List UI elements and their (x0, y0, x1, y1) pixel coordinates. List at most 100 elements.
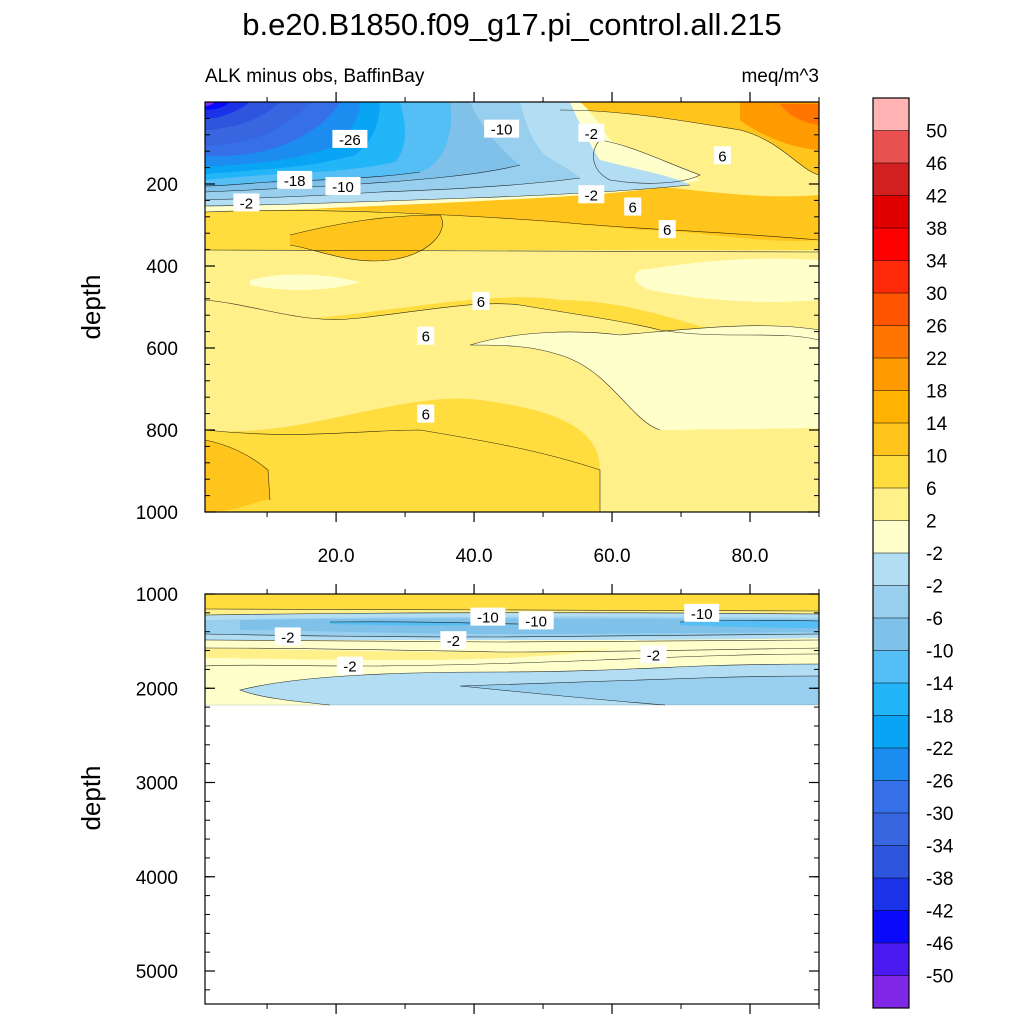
colorbar-label: -38 (926, 869, 953, 890)
colorbar-swatch (873, 715, 909, 749)
contour-label: -2 (647, 647, 660, 664)
contour-label-bg (518, 611, 554, 630)
colorbar-label: 50 (926, 122, 947, 143)
contour-label-bg (417, 326, 435, 345)
colorbar-swatch (873, 195, 909, 229)
colorbar-swatch (873, 618, 909, 651)
colorbar-label: -14 (926, 674, 954, 695)
colorbar-label: -10 (926, 642, 953, 663)
contour-label-bg (484, 119, 520, 138)
colorbar-swatch (873, 488, 909, 521)
contour-label-bg (658, 220, 676, 239)
colorbar-label: 18 (926, 382, 947, 403)
colorbar-swatch (873, 423, 909, 456)
contour-label-bg (417, 404, 435, 423)
colorbar-label: 2 (926, 512, 937, 533)
colorbar-label: -42 (926, 902, 953, 923)
lower-plot-frame (204, 593, 820, 1005)
contour-label-bg (624, 197, 642, 216)
contour-label: -10 (525, 613, 547, 630)
contour-label: -2 (343, 659, 356, 676)
contour-label-bg (274, 627, 301, 646)
contour-label: -10 (491, 122, 513, 139)
chart-subtitle-left: ALK minus obs, BaffinBay (205, 66, 425, 87)
lower-ticks: 1000 2000 3000 4000 5000 (136, 584, 820, 1014)
contour-label: -2 (240, 195, 253, 212)
contour-label: -2 (585, 187, 598, 204)
colorbar-label: 38 (926, 219, 947, 240)
y-tick-label: 3000 (136, 774, 178, 795)
colorbar-swatch (873, 163, 909, 196)
colorbar-label: -30 (926, 804, 953, 825)
colorbar-swatch (873, 260, 909, 294)
colorbar-swatch (873, 130, 909, 164)
colorbar-swatch (873, 325, 909, 359)
y-tick-label: 4000 (136, 868, 178, 889)
contour-label: 6 (422, 407, 430, 424)
colorbar-label: 42 (926, 187, 947, 208)
colorbar-label: -2 (926, 544, 943, 565)
contour-label-bg (640, 645, 667, 664)
y-tick-label: 400 (146, 257, 178, 278)
y-tick-label: 5000 (136, 962, 178, 983)
chart-title: b.e20.B1850.f09_g17.pi_control.all.215 (242, 7, 782, 42)
colorbar-label: -22 (926, 739, 953, 760)
y-tick-label: 200 (146, 175, 178, 196)
x-tick-label: 60.0 (594, 546, 631, 567)
colorbar-swatch (873, 293, 909, 326)
y-tick-label: 2000 (136, 679, 178, 700)
upper-ylabel: depth (76, 274, 106, 339)
contour-label-bg (472, 291, 490, 310)
contour-label: 6 (477, 294, 485, 311)
contour-label-bg (684, 603, 720, 622)
colorbar-swatch (873, 878, 909, 911)
colorbar-swatch (873, 455, 909, 489)
colorbar-swatch (873, 943, 909, 976)
colorbar-label: -34 (926, 837, 954, 858)
colorbar-label: -46 (926, 934, 953, 955)
colorbar-label: -18 (926, 707, 953, 728)
colorbar-label: -50 (926, 967, 953, 988)
upper-ticks: 200 400 600 800 1000 20.0 40.0 60.0 80.0 (136, 92, 820, 567)
contour-label: -2 (585, 126, 598, 143)
x-tick-label: 80.0 (732, 546, 769, 567)
contour-label: -18 (284, 173, 306, 190)
colorbar-label: 30 (926, 284, 947, 305)
contour-label-bg (325, 177, 361, 196)
chart-units: meq/m^3 (741, 66, 819, 87)
contour-label-bg (277, 170, 313, 189)
colorbar-frame (872, 97, 910, 1009)
colorbar-swatch (873, 228, 909, 261)
colorbar-swatch (873, 683, 909, 716)
colorbar-label: -2 (926, 577, 943, 598)
lower-panel: 1000 2000 3000 4000 5000 depth -10 -10 -10 -2 -2… (76, 584, 820, 1014)
colorbar-label: 14 (926, 414, 948, 435)
x-tick-label: 40.0 (456, 546, 493, 567)
colorbar: 50 46 42 38 34 30 26 22 18 14 10 6 2 -2 -2 -6 -10 -14 -18 -… (872, 97, 954, 1009)
colorbar-swatch (873, 748, 909, 781)
upper-panel: 200 400 600 800 1000 20.0 40.0 60.0 80.0 depth -… (76, 92, 820, 567)
colorbar-label: 6 (926, 479, 937, 500)
colorbar-swatch (873, 813, 909, 846)
y-tick-label: 1000 (136, 585, 178, 606)
colorbar-swatch (873, 98, 909, 131)
contour-label: -10 (691, 606, 713, 623)
contour-label-bg (578, 185, 605, 204)
contour-label-bg (470, 607, 506, 626)
colorbar-label: -26 (926, 772, 953, 793)
contour-label-bg (332, 129, 368, 148)
colorbar-swatch (873, 650, 909, 684)
contour-label-bg (233, 193, 260, 212)
colorbar-label: 46 (926, 154, 947, 175)
lower-contour-field (205, 594, 819, 706)
colorbar-label: 10 (926, 447, 947, 468)
colorbar-swatch (873, 585, 909, 619)
y-tick-label: 800 (146, 421, 178, 442)
contour-label-bg (336, 656, 363, 675)
y-tick-label: 1000 (136, 503, 178, 524)
colorbar-swatch (873, 358, 909, 391)
contour-label-bg (578, 123, 605, 142)
colorbar-label: 34 (926, 252, 948, 273)
colorbar-swatch (873, 910, 909, 944)
